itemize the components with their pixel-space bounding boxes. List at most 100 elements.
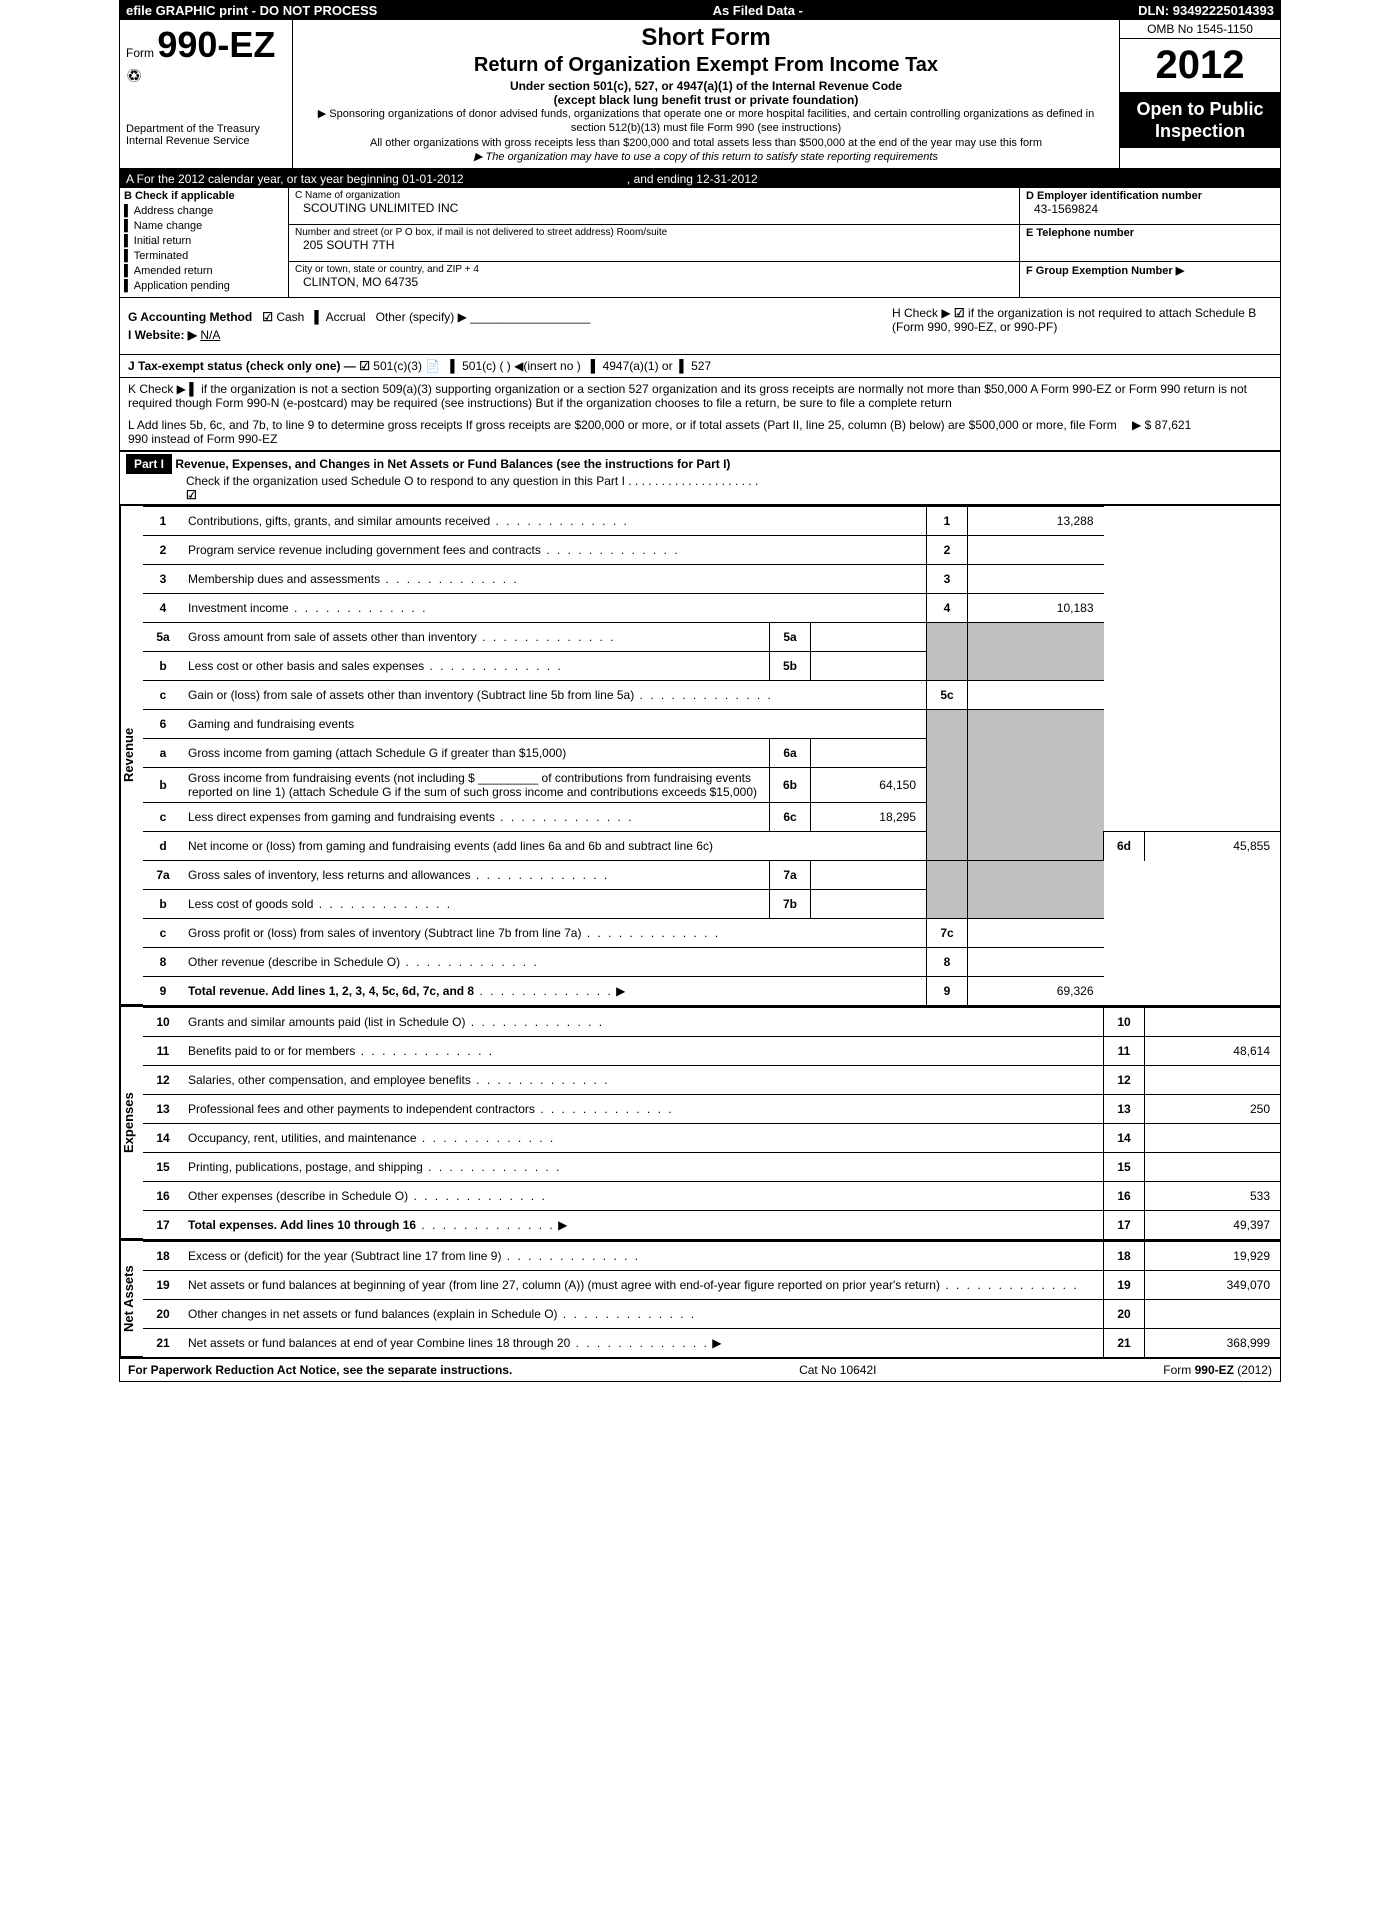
line-21-box: 21	[1104, 1329, 1145, 1358]
org-city-label: City or town, state or country, and ZIP …	[295, 264, 1013, 275]
line-16-box: 16	[1104, 1182, 1145, 1211]
line-4-box: 4	[927, 594, 968, 623]
line-14-box: 14	[1104, 1124, 1145, 1153]
line-5b-desc: Less cost or other basis and sales expen…	[188, 659, 424, 673]
line-17-desc: Total expenses. Add lines 10 through 16	[188, 1218, 416, 1232]
line-4-desc: Investment income	[188, 601, 289, 615]
expenses-group: Expenses 10Grants and similar amounts pa…	[120, 1005, 1280, 1239]
ghi-section: G Accounting Method ☑ Cash ▌ Accrual Oth…	[120, 298, 1280, 355]
header-right: OMB No 1545-1150 2012 Open to Public Ins…	[1119, 20, 1280, 168]
banner-left: efile GRAPHIC print - DO NOT PROCESS	[126, 3, 377, 18]
cash-check-icon: ☑	[262, 310, 273, 324]
line-6d-no: d	[143, 832, 183, 861]
line-h: H Check ▶ ☑ if the organization is not r…	[884, 298, 1280, 354]
j-opt4: 527	[691, 359, 711, 373]
h-label: H Check ▶	[892, 306, 951, 320]
line-4-val: 10,183	[968, 594, 1104, 623]
banner-mid: As Filed Data -	[713, 3, 803, 18]
line-5b-no: b	[143, 652, 183, 681]
group-exemption-label: F Group Exemption Number ▶	[1026, 264, 1274, 277]
line-11: 11Benefits paid to or for members1148,61…	[143, 1037, 1280, 1066]
chk-initial-return[interactable]: Initial return	[124, 235, 284, 247]
line-3-no: 3	[143, 565, 183, 594]
line-3-val	[968, 565, 1104, 594]
org-street-label: Number and street (or P O box, if mail i…	[295, 227, 1013, 238]
line-7a-mini: 7a	[770, 861, 811, 890]
j-opt2: 501(c) ( ) ◀(insert no )	[462, 359, 581, 373]
line-6a-mval	[811, 739, 927, 768]
chk-terminated[interactable]: Terminated	[124, 250, 284, 262]
j-label: J Tax-exempt status (check only one) —	[128, 359, 356, 373]
line-6d-val: 45,855	[1145, 832, 1281, 861]
phone-label: E Telephone number	[1026, 227, 1274, 239]
l-text: L Add lines 5b, 6c, and 7b, to line 9 to…	[128, 418, 1122, 446]
line-14: 14Occupancy, rent, utilities, and mainte…	[143, 1124, 1280, 1153]
line-4: 4Investment income410,183	[143, 594, 1280, 623]
line-9: 9Total revenue. Add lines 1, 2, 3, 4, 5c…	[143, 977, 1280, 1006]
line-13-desc: Professional fees and other payments to …	[188, 1102, 535, 1116]
line-19-no: 19	[143, 1271, 183, 1300]
line-7c-desc: Gross profit or (loss) from sales of inv…	[188, 926, 581, 940]
line-7b-mini: 7b	[770, 890, 811, 919]
line-9-no: 9	[143, 977, 183, 1006]
line-7a: 7aGross sales of inventory, less returns…	[143, 861, 1280, 890]
line-5b-mini: 5b	[770, 652, 811, 681]
g-label: G Accounting Method	[128, 310, 252, 324]
col-b-checkboxes: B Check if applicable Address change Nam…	[120, 188, 289, 297]
line-15-box: 15	[1104, 1153, 1145, 1182]
open-to-public: Open to Public Inspection	[1120, 93, 1280, 148]
footer-left: For Paperwork Reduction Act Notice, see …	[128, 1363, 512, 1377]
line-15-val	[1145, 1153, 1281, 1182]
line-2-val	[968, 536, 1104, 565]
g-accrual: Accrual	[326, 310, 366, 324]
footer-right: Form 990-EZ (2012)	[1163, 1363, 1272, 1377]
col-de: D Employer identification number 43-1569…	[1019, 188, 1280, 297]
line-3: 3Membership dues and assessments3	[143, 565, 1280, 594]
org-name-label: C Name of organization	[295, 190, 1013, 201]
line-5c-desc: Gain or (loss) from sale of assets other…	[188, 688, 634, 702]
line-1-val: 13,288	[968, 507, 1104, 536]
line-5a-mini: 5a	[770, 623, 811, 652]
line-19: 19Net assets or fund balances at beginni…	[143, 1271, 1280, 1300]
line-7c: cGross profit or (loss) from sales of in…	[143, 919, 1280, 948]
subtitle-section: Under section 501(c), 527, or 4947(a)(1)…	[301, 79, 1111, 93]
org-city-value: CLINTON, MO 64735	[295, 275, 1013, 289]
line-17-box: 17	[1104, 1211, 1145, 1240]
line-7a-no: 7a	[143, 861, 183, 890]
line-13-box: 13	[1104, 1095, 1145, 1124]
line-21-no: 21	[143, 1329, 183, 1358]
line-7c-box: 7c	[927, 919, 968, 948]
revenue-group: Revenue 1Contributions, gifts, grants, a…	[120, 506, 1280, 1005]
group-exemption-cell: F Group Exemption Number ▶	[1020, 262, 1280, 298]
line-11-box: 11	[1104, 1037, 1145, 1066]
accrual-check-icon: ▌	[314, 310, 323, 324]
expenses-label: Expenses	[120, 1007, 143, 1239]
line-1-box: 1	[927, 507, 968, 536]
line-21-desc: Net assets or fund balances at end of ye…	[188, 1336, 570, 1350]
line-19-val: 349,070	[1145, 1271, 1281, 1300]
form-number: Form 990-EZ	[126, 24, 286, 66]
subtitle-except: (except black lung benefit trust or priv…	[301, 93, 1111, 107]
org-street-value: 205 SOUTH 7TH	[295, 238, 1013, 252]
line-6b-desc: Gross income from fundraising events (no…	[188, 771, 757, 799]
col-c-org-info: C Name of organization SCOUTING UNLIMITE…	[289, 188, 1019, 297]
chk-amended-return[interactable]: Amended return	[124, 265, 284, 277]
part-i-label: Part I	[126, 454, 172, 474]
part-i-check-icon: ☑	[186, 488, 197, 502]
recycle-icon: ♽	[126, 66, 286, 87]
line-18-no: 18	[143, 1242, 183, 1271]
line-5a-desc: Gross amount from sale of assets other t…	[188, 630, 477, 644]
line-6c: cLess direct expenses from gaming and fu…	[143, 803, 1280, 832]
ein-value: 43-1569824	[1026, 202, 1274, 216]
form-number-text: 990-EZ	[157, 24, 275, 65]
line-20-val	[1145, 1300, 1281, 1329]
line-6a-no: a	[143, 739, 183, 768]
chk-name-change[interactable]: Name change	[124, 220, 284, 232]
line-11-no: 11	[143, 1037, 183, 1066]
chk-address-change[interactable]: Address change	[124, 205, 284, 217]
chk-application-pending[interactable]: Application pending	[124, 280, 284, 292]
line-6a-mini: 6a	[770, 739, 811, 768]
line-j: J Tax-exempt status (check only one) — ☑…	[120, 355, 1280, 378]
line-8-val	[968, 948, 1104, 977]
line-5b-mval	[811, 652, 927, 681]
